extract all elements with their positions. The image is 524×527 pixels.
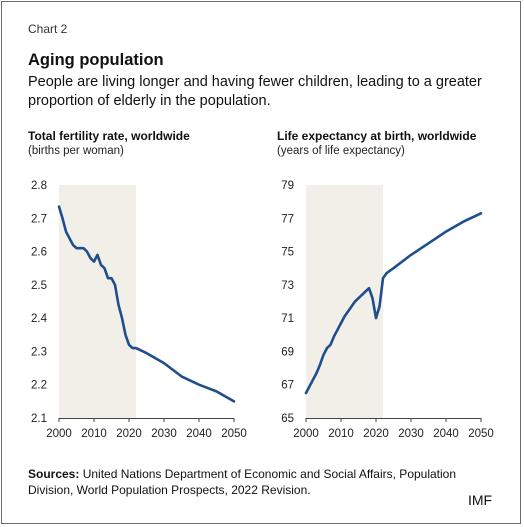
life-expectancy-historical-shade	[306, 185, 383, 418]
fertility-y-tick-label: 2.1	[31, 413, 47, 425]
sources-text: United Nations Department of Economic an…	[28, 467, 457, 497]
life-expectancy-y-tick-label: 71	[281, 313, 294, 325]
chart-number-label: Chart 2	[28, 22, 68, 36]
fertility-series-line	[57, 205, 236, 403]
life-expectancy-x-tick-label: 2000	[293, 428, 319, 440]
life-expectancy-y-tick-label: 69	[281, 346, 294, 358]
fertility-y-tick-label: 2.5	[31, 280, 47, 292]
fertility-y-tick-label: 2.2	[31, 380, 47, 392]
fertility-y-tick-label: 2.4	[31, 313, 48, 325]
life-expectancy-x-tick-label: 2030	[398, 428, 424, 440]
chart-title: Aging population	[28, 51, 164, 69]
life-expectancy-y-tick-label: 77	[281, 213, 294, 225]
life-expectancy-x-tick-label: 2050	[468, 428, 494, 440]
life-expectancy-y-tick-label: 67	[281, 380, 294, 392]
fertility-x-tick-label: 2030	[151, 428, 177, 440]
fertility-y-tick-label: 2.6	[31, 247, 47, 259]
life-expectancy-x-tick-label: 2040	[433, 428, 459, 440]
right-panel-title: Life expectancy at birth, worldwide	[277, 129, 477, 143]
life-expectancy-y-tick-label: 79	[281, 180, 294, 192]
fertility-x-tick-label: 2040	[186, 428, 212, 440]
fertility-historical-shade	[59, 185, 136, 418]
imf-brand: IMF	[468, 492, 493, 508]
right-panel-unit: (years of life expectancy)	[277, 145, 405, 157]
fertility-x-tick-label: 2020	[116, 428, 142, 440]
life-expectancy-x-tick-label: 2020	[363, 428, 389, 440]
life-expectancy-x-tick-label: 2010	[328, 428, 354, 440]
life-expectancy-y-tick-label: 73	[281, 280, 294, 292]
fertility-x-tick-label: 2050	[221, 428, 247, 440]
sources-note: Sources: United Nations Department of Ec…	[28, 466, 498, 498]
fertility-y-tick-label: 2.8	[31, 180, 47, 192]
fertility-x-tick-label: 2010	[81, 428, 107, 440]
sources-label: Sources:	[28, 467, 80, 481]
left-panel-unit: (births per woman)	[28, 145, 124, 157]
life-expectancy-y-tick-label: 65	[281, 413, 294, 425]
chart-subtitle: People are living longer and having fewe…	[28, 74, 482, 109]
life-expectancy-y-tick-label: 75	[281, 247, 294, 259]
life-expectancy-series-line	[304, 212, 483, 395]
fertility-y-tick-label: 2.3	[31, 346, 47, 358]
fertility-x-tick-label: 2000	[46, 428, 72, 440]
fertility-y-tick-label: 2.7	[31, 213, 47, 225]
left-panel-title: Total fertility rate, worldwide	[28, 129, 190, 143]
